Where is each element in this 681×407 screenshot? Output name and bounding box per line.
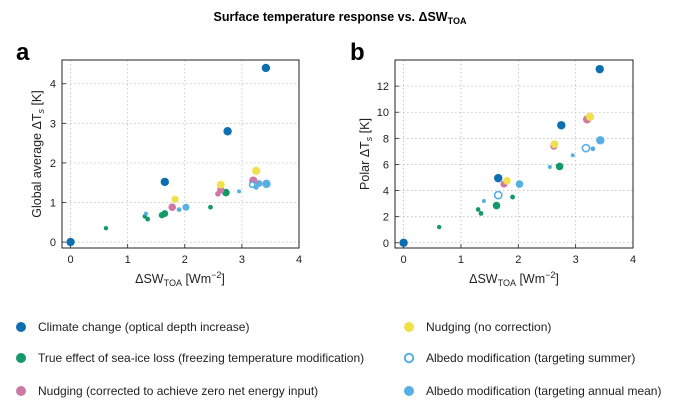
panel-b-xtick-label: 3 <box>573 254 579 266</box>
panel-b-points <box>399 64 605 247</box>
panel-a-ylabel: Global average ΔTs [K] <box>30 90 46 218</box>
panel-a-point-climate-change <box>160 177 169 187</box>
panel-b-point-albedo-annual <box>596 136 605 145</box>
panel-a-ytick-label: 3 <box>50 118 56 130</box>
panel-a-point-albedo-annual <box>182 203 190 211</box>
panel-b-ytick-label: 8 <box>383 133 389 145</box>
panel-b-point-sea-ice <box>510 194 515 200</box>
panel-a-letter: a <box>16 39 30 66</box>
legend-marker-nudging-no-correction <box>404 322 414 332</box>
panel-a-xtick-label: 0 <box>68 254 74 266</box>
panel-b-point-sea-ice <box>555 162 564 171</box>
panel-a-ytick-label: 0 <box>50 237 56 249</box>
legend-label-sea-ice: True effect of sea-ice loss (freezing te… <box>38 351 364 365</box>
panel-b-xlabel: ΔSWTOA [Wm−2] <box>469 270 559 288</box>
panel-a-point-albedo-annual <box>176 207 182 213</box>
panel-a-point-albedo-annual <box>143 211 148 216</box>
panel-b-point-climate-change <box>595 64 604 74</box>
panel-a-ytick-label: 2 <box>50 158 56 170</box>
panel-b-point-climate-change <box>557 121 566 130</box>
legend-marker-nudging-corrected <box>16 386 26 396</box>
panel-b-ylabel: Polar ΔTs [K] <box>358 118 374 190</box>
panel-a-frame <box>61 59 300 249</box>
panel-a-point-climate-change <box>223 127 232 136</box>
panel-a: 0 1 2 3 4 0 1 2 3 4 ΔSWTOA [Wm−2] Global average … <box>30 59 302 288</box>
legend-item-sea-ice: True effect of sea-ice loss (freezing te… <box>16 351 364 365</box>
panel-a-point-albedo-annual <box>237 189 242 194</box>
panel-a-xtick-label: 3 <box>239 254 245 266</box>
panel-a-xlabel: ΔSWTOA [Wm−2] <box>135 270 225 288</box>
panel-b-ytick-label: 2 <box>383 212 389 224</box>
panel-b-point-nudging-no-corr <box>585 112 595 121</box>
panel-a-point-sea-ice <box>161 210 169 217</box>
panel-a-point-albedo-summer <box>248 181 256 189</box>
legend-marker-climate-change <box>16 322 26 332</box>
panel-a-points <box>66 63 271 247</box>
panel-b-ytick-label: 10 <box>377 107 389 119</box>
panel-a-xtick-label: 1 <box>125 254 131 266</box>
legend-marker-albedo-summer <box>403 352 415 364</box>
panel-b-xtick-label: 4 <box>630 254 636 266</box>
panel-b-point-albedo-annual <box>570 153 575 158</box>
panel-a-point-sea-ice <box>208 204 213 210</box>
legend-marker-albedo-annual <box>404 386 414 396</box>
figure-title: Surface temperature response vs. ΔSWTOA <box>214 10 467 26</box>
legend-item-albedo-summer: Albedo modification (targeting summer) <box>403 351 635 365</box>
panel-b-point-albedo-summer <box>581 143 591 153</box>
panel-a-point-nudging-no-corr <box>171 195 179 203</box>
panel-a-point-sea-ice <box>103 226 109 231</box>
panel-a-xtick-label: 4 <box>296 254 302 266</box>
panel-b-point-albedo-annual <box>481 199 486 203</box>
panel-b-point-albedo-annual <box>515 180 524 188</box>
panel-b-point-albedo-annual <box>590 146 596 152</box>
panel-a-point-climate-change <box>66 237 75 247</box>
legend-item-albedo-annual: Albedo modification (targeting annual me… <box>404 384 661 398</box>
panel-b-point-climate-change <box>494 173 503 183</box>
panel-b-xtick-label: 0 <box>401 254 407 266</box>
panel-b-ytick-label: 4 <box>383 186 389 198</box>
panel-b-point-nudging-no-corr <box>550 140 559 149</box>
panel-b-point-albedo-annual <box>547 165 552 170</box>
legend-label-albedo-annual: Albedo modification (targeting annual me… <box>426 384 661 398</box>
legend-label-nudging-corrected: Nudging (corrected to achieve zero net e… <box>38 384 318 398</box>
legend: Climate change (optical depth increase) … <box>16 320 661 398</box>
panel-b-ytick-label: 0 <box>383 238 389 250</box>
panel-b-point-sea-ice <box>478 211 484 216</box>
panel-b-point-sea-ice <box>475 207 481 212</box>
panel-b-point-nudging-no-corr <box>503 176 511 185</box>
panel-b-grid <box>395 60 634 248</box>
panel-b-point-climate-change <box>399 238 408 247</box>
panel-a-grid <box>62 60 300 248</box>
panel-b-xtick-label: 1 <box>458 254 464 266</box>
panel-a-point-sea-ice <box>145 216 151 222</box>
panel-b-point-sea-ice <box>436 224 442 230</box>
panel-b-xtick-label: 2 <box>515 254 521 266</box>
legend-label-nudging-no-correction: Nudging (no correction) <box>426 320 551 334</box>
panel-a-point-nudging-no-corr <box>216 180 225 189</box>
panel-a-ytick-label: 1 <box>50 197 56 209</box>
legend-marker-sea-ice <box>16 353 26 363</box>
legend-label-albedo-summer: Albedo modification (targeting summer) <box>426 351 635 365</box>
panel-b-letter: b <box>350 39 365 66</box>
panel-b-frame <box>394 59 634 249</box>
panel-a-point-nudging-corrected <box>168 203 177 212</box>
panel-a-ticks: 0 1 2 3 4 0 1 2 3 4 <box>50 79 302 266</box>
panel-a-ytick-label: 4 <box>50 79 56 91</box>
panel-a-xtick-label: 2 <box>182 254 188 266</box>
panel-a-point-albedo-annual <box>262 179 271 189</box>
legend-item-nudging-corrected: Nudging (corrected to achieve zero net e… <box>16 384 318 398</box>
panel-a-point-climate-change <box>261 63 271 73</box>
legend-label-climate-change: Climate change (optical depth increase) <box>38 320 249 334</box>
legend-item-climate-change: Climate change (optical depth increase) <box>16 320 249 334</box>
panel-b-ytick-label: 6 <box>383 159 389 171</box>
panel-a-point-nudging-no-corr <box>252 166 261 175</box>
panel-b-point-sea-ice <box>492 201 501 210</box>
panel-b-ytick-label: 12 <box>377 81 389 93</box>
legend-item-nudging-no-correction: Nudging (no correction) <box>404 320 551 334</box>
panel-b-point-albedo-summer <box>493 190 503 200</box>
